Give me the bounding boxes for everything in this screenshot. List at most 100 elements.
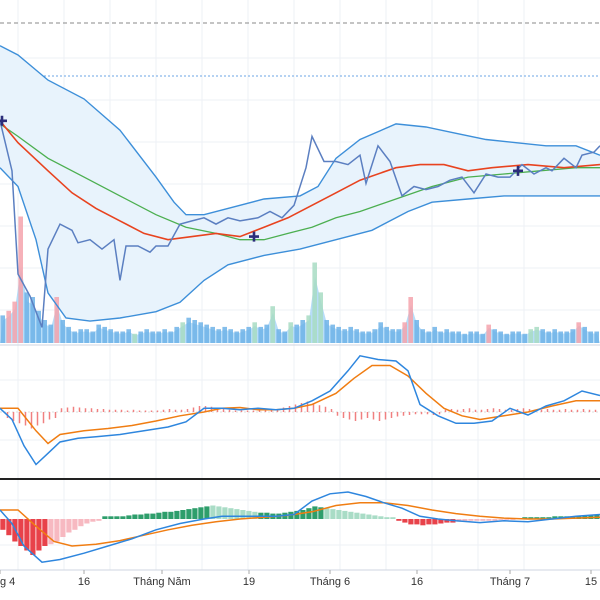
crossover-marker [513, 165, 523, 176]
grid [0, 0, 600, 570]
histogram-bar [312, 506, 318, 519]
volume-bar [108, 329, 113, 343]
volume-bar [396, 329, 401, 343]
histogram-bar [114, 516, 120, 519]
histogram-bar [24, 519, 30, 551]
histogram-bar [384, 517, 390, 519]
x-tick-label: Tháng Năm [133, 576, 190, 588]
volume-bar [96, 324, 101, 343]
volume-bar [48, 324, 53, 343]
volume-bar [258, 326, 263, 343]
volume-bar [42, 320, 47, 343]
volume-bar [534, 326, 539, 343]
volume-bar [174, 326, 179, 343]
histogram-bar [144, 513, 150, 519]
volume-bar [414, 320, 419, 343]
volume-bar [192, 320, 197, 343]
histogram-bar [6, 519, 12, 536]
volume-bar [366, 331, 371, 343]
volume-bar [240, 329, 245, 343]
volume-bar [576, 322, 581, 343]
volume-bar [234, 331, 239, 343]
volume-bar [450, 331, 455, 343]
volume-bar [306, 315, 311, 343]
crossover-marker [0, 115, 7, 126]
volume-bar [330, 324, 335, 343]
histogram-bar [534, 517, 540, 519]
histogram-bar [48, 519, 54, 545]
volume-bar [498, 331, 503, 343]
x-tick-label: 16 [78, 576, 90, 588]
volume-bar [36, 310, 41, 343]
histogram-bar [300, 510, 306, 519]
volume-bar [552, 329, 557, 343]
volume-bar [276, 329, 281, 343]
histogram-bar [396, 519, 402, 521]
histogram-bar [294, 510, 300, 519]
histogram-bar [462, 519, 468, 522]
histogram-bar [162, 511, 168, 519]
histogram-bar [318, 507, 324, 519]
volume-bar [72, 331, 77, 343]
volume-bar [528, 329, 533, 343]
histogram-bar [354, 512, 360, 519]
histogram-bar [444, 519, 450, 523]
x-tick-label: 19 [243, 576, 255, 588]
x-tick-label: 15 [585, 576, 597, 588]
histogram-bar [96, 519, 102, 521]
volume-bar [570, 329, 575, 343]
histogram-bar [240, 510, 246, 519]
volume-bar [60, 320, 65, 343]
volume-bar [90, 331, 95, 343]
histogram-bar [498, 519, 504, 520]
volume-bar [252, 322, 257, 343]
volume-bar [486, 324, 491, 343]
volume-bar [408, 297, 413, 343]
volume-bar [222, 326, 227, 343]
histogram-bar [552, 516, 558, 519]
histogram-bar [228, 508, 234, 519]
indicator-line [0, 491, 600, 563]
volume-bar [324, 320, 329, 343]
volume-bar [348, 326, 353, 343]
histogram-bar [18, 519, 24, 546]
histogram-bar [360, 513, 366, 519]
volume-bar [6, 310, 11, 343]
volume-bar [540, 329, 545, 343]
histogram-bar [222, 507, 228, 519]
volume-bar [0, 315, 5, 343]
volume-bar [522, 333, 527, 343]
histogram-bar [126, 515, 132, 519]
histogram-bar [90, 519, 96, 522]
histogram-bar [348, 511, 354, 519]
histogram-bar [252, 511, 258, 519]
histogram-bar [474, 519, 480, 521]
volume-bar [12, 301, 17, 343]
volume-bar [216, 329, 221, 343]
volume-bar [102, 326, 107, 343]
histogram-bar [414, 519, 420, 525]
volume-bar [426, 331, 431, 343]
histogram-bar [486, 519, 492, 521]
histogram-bar [426, 519, 432, 525]
volume-bar [138, 331, 143, 343]
volume-bar [24, 292, 29, 343]
volume-bar [162, 329, 167, 343]
volume-bar [186, 317, 191, 343]
histogram-bar [438, 519, 444, 524]
volume-bar [516, 331, 521, 343]
histogram-bar [102, 516, 108, 519]
histogram-bar [246, 510, 252, 519]
volume-bar [456, 331, 461, 343]
volume-bar [264, 324, 269, 343]
volume-bar [228, 329, 233, 343]
x-tick-label: 16 [411, 576, 423, 588]
histogram-bar [540, 517, 546, 519]
volume-bar [150, 331, 155, 343]
histogram-bar [522, 517, 528, 519]
histogram-bar [168, 511, 174, 519]
volume-bar [84, 329, 89, 343]
histogram-bar [84, 519, 90, 524]
histogram-bar [120, 516, 126, 519]
